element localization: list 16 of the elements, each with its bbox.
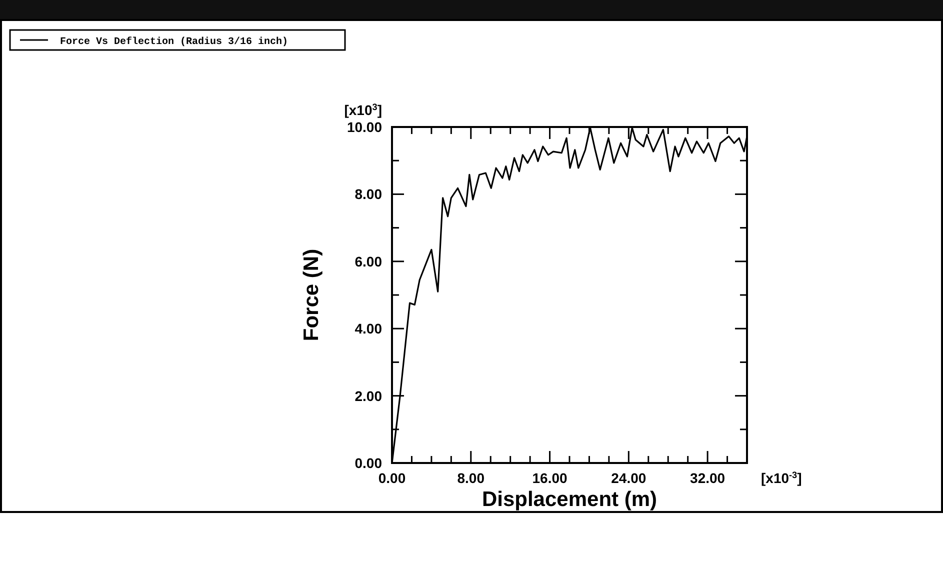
x-tick-label: 0.00 (378, 470, 406, 486)
y-tick-label: 2.00 (354, 388, 382, 404)
y-tick-label: 0.00 (354, 455, 382, 471)
y-tick-label: 10.00 (346, 119, 382, 135)
x-tick-label: 32.00 (690, 470, 726, 486)
x-axis-title: Displacement (m) (482, 488, 658, 511)
legend-label: Force Vs Deflection (Radius 3/16 inch) (60, 36, 288, 48)
y-tick-label: 4.00 (354, 320, 382, 337)
x-tick-label: 24.00 (611, 470, 646, 486)
y-axis-title: Force (N) (300, 248, 323, 342)
x-tick-label: 16.00 (532, 470, 568, 486)
text: [x10$^{-3}$] (761, 470, 802, 486)
y-tick-label: 6.00 (354, 253, 382, 270)
text: [x10$^{3}$] (344, 102, 382, 118)
y-tick-label: 8.00 (354, 186, 382, 202)
x-tick-label: 8.00 (457, 470, 485, 486)
